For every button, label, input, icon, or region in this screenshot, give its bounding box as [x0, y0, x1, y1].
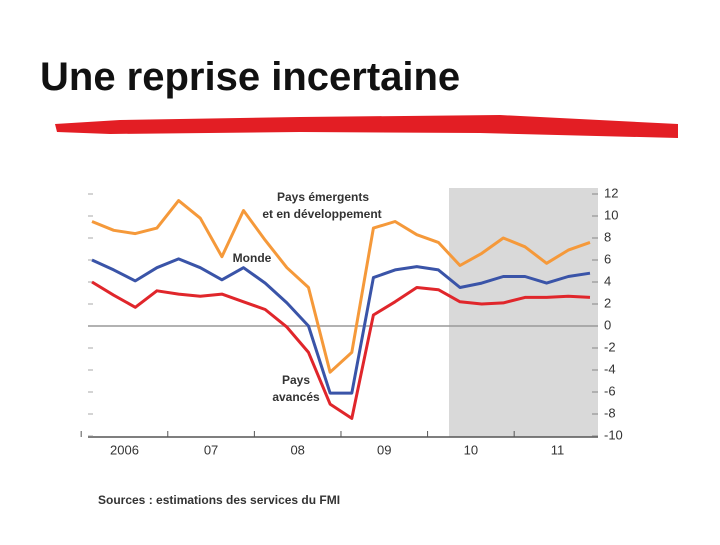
y-tick-label: 8: [604, 229, 611, 244]
source-note: Sources : estimations des services du FM…: [98, 493, 340, 507]
x-tick-label: 07: [204, 442, 218, 457]
projection-shade: [449, 188, 598, 437]
y-tick-label: -2: [604, 339, 616, 354]
series-label: et en développement: [262, 207, 381, 221]
y-tick-label: -6: [604, 383, 616, 398]
series-line: [91, 199, 591, 374]
brush-stroke: [55, 115, 678, 138]
y-tick-label: 0: [604, 317, 611, 332]
x-tick-label: 2006: [110, 442, 139, 457]
y-tick-label: 4: [604, 273, 611, 288]
x-tick-label: 08: [290, 442, 304, 457]
y-tick-label: 12: [604, 185, 618, 200]
y-tick-label: 2: [604, 295, 611, 310]
series-line: [91, 257, 591, 395]
series-label: avancés: [272, 390, 320, 404]
y-tick-label: -4: [604, 361, 616, 376]
x-tick-label: 09: [377, 442, 391, 457]
y-tick-label: 10: [604, 207, 618, 222]
y-tick-label: -8: [604, 405, 616, 420]
series-label: Monde: [233, 251, 272, 265]
slide-title: Une reprise incertaine: [40, 55, 460, 99]
y-tick-label: -10: [604, 427, 623, 442]
y-tick-label: 6: [604, 251, 611, 266]
x-tick-label: 10: [464, 442, 478, 457]
series-label: Pays: [282, 373, 310, 387]
series-label: Pays émergents: [277, 190, 369, 204]
x-tick-label: 11: [551, 442, 565, 457]
series-line: [91, 280, 591, 420]
